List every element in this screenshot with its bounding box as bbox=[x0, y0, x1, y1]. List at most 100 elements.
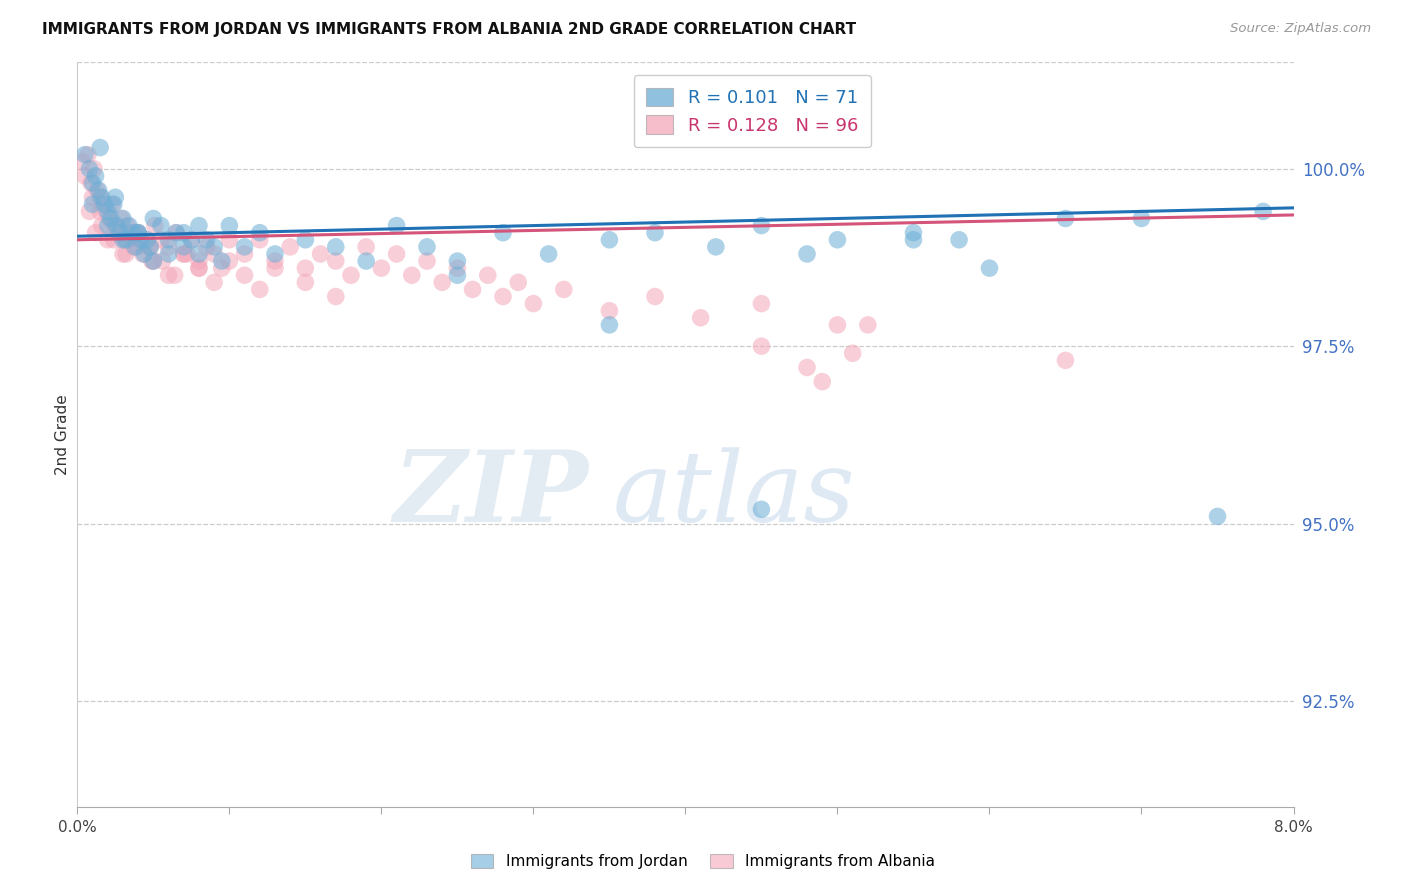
Point bbox=[93, 197, 115, 211]
Point bbox=[122, 240, 145, 254]
Point bbox=[233, 240, 256, 254]
Point bbox=[309, 247, 332, 261]
Point bbox=[796, 247, 818, 261]
Point bbox=[79, 204, 101, 219]
Point bbox=[77, 147, 100, 161]
Point bbox=[522, 296, 544, 310]
Point bbox=[120, 233, 142, 247]
Point bbox=[340, 268, 363, 283]
Point bbox=[84, 169, 107, 183]
Point bbox=[1054, 353, 1077, 368]
Point bbox=[149, 219, 172, 233]
Point bbox=[218, 254, 240, 268]
Point bbox=[90, 219, 112, 233]
Point bbox=[104, 219, 127, 233]
Point bbox=[446, 268, 468, 283]
Point bbox=[110, 211, 132, 226]
Point bbox=[139, 240, 162, 254]
Point bbox=[188, 254, 211, 268]
Point bbox=[83, 161, 105, 176]
Point bbox=[689, 310, 711, 325]
Point bbox=[142, 211, 165, 226]
Point bbox=[101, 197, 124, 211]
Legend: R = 0.101   N = 71, R = 0.128   N = 96: R = 0.101 N = 71, R = 0.128 N = 96 bbox=[634, 75, 870, 147]
Point bbox=[157, 233, 180, 247]
Point bbox=[173, 247, 195, 261]
Point bbox=[131, 247, 153, 261]
Point bbox=[218, 233, 240, 247]
Point bbox=[385, 247, 408, 261]
Point bbox=[704, 240, 727, 254]
Point bbox=[157, 240, 180, 254]
Point bbox=[79, 161, 101, 176]
Point bbox=[173, 240, 195, 254]
Point bbox=[948, 233, 970, 247]
Text: Source: ZipAtlas.com: Source: ZipAtlas.com bbox=[1230, 22, 1371, 36]
Point bbox=[114, 233, 136, 247]
Point bbox=[96, 204, 118, 219]
Point bbox=[294, 261, 316, 276]
Point bbox=[325, 254, 347, 268]
Point bbox=[165, 226, 187, 240]
Point bbox=[89, 204, 111, 219]
Point bbox=[249, 282, 271, 296]
Point bbox=[103, 197, 125, 211]
Point bbox=[508, 276, 530, 290]
Point bbox=[89, 190, 111, 204]
Point bbox=[644, 226, 666, 240]
Point bbox=[249, 226, 271, 240]
Point bbox=[796, 360, 818, 375]
Point bbox=[82, 197, 104, 211]
Point bbox=[152, 254, 174, 268]
Point bbox=[432, 276, 454, 290]
Point bbox=[104, 190, 127, 204]
Point bbox=[598, 233, 620, 247]
Point bbox=[202, 240, 225, 254]
Point bbox=[124, 240, 146, 254]
Point bbox=[108, 226, 131, 240]
Point bbox=[98, 211, 121, 226]
Point bbox=[401, 268, 423, 283]
Point bbox=[165, 226, 187, 240]
Point bbox=[211, 261, 233, 276]
Point bbox=[157, 247, 180, 261]
Point bbox=[492, 226, 515, 240]
Point bbox=[89, 140, 111, 154]
Point bbox=[188, 247, 211, 261]
Point bbox=[100, 211, 122, 226]
Point bbox=[1251, 204, 1274, 219]
Point bbox=[127, 226, 149, 240]
Point bbox=[107, 226, 129, 240]
Point bbox=[598, 303, 620, 318]
Point bbox=[135, 233, 157, 247]
Point bbox=[176, 247, 198, 261]
Point bbox=[136, 233, 159, 247]
Point bbox=[127, 240, 149, 254]
Point bbox=[115, 247, 138, 261]
Point bbox=[127, 226, 149, 240]
Point bbox=[180, 233, 202, 247]
Point bbox=[188, 261, 211, 276]
Point bbox=[294, 233, 316, 247]
Point bbox=[142, 254, 165, 268]
Point bbox=[856, 318, 879, 332]
Point bbox=[139, 240, 162, 254]
Point bbox=[141, 254, 163, 268]
Point bbox=[416, 240, 439, 254]
Point bbox=[492, 289, 515, 303]
Point bbox=[82, 190, 104, 204]
Point bbox=[163, 268, 186, 283]
Point bbox=[354, 254, 377, 268]
Point bbox=[120, 226, 142, 240]
Point bbox=[188, 261, 211, 276]
Text: atlas: atlas bbox=[613, 447, 855, 542]
Point bbox=[385, 219, 408, 233]
Point bbox=[979, 261, 1001, 276]
Point bbox=[325, 289, 347, 303]
Point bbox=[138, 240, 160, 254]
Point bbox=[97, 204, 120, 219]
Point bbox=[118, 219, 141, 233]
Point bbox=[86, 183, 108, 197]
Point bbox=[461, 282, 484, 296]
Point bbox=[104, 219, 127, 233]
